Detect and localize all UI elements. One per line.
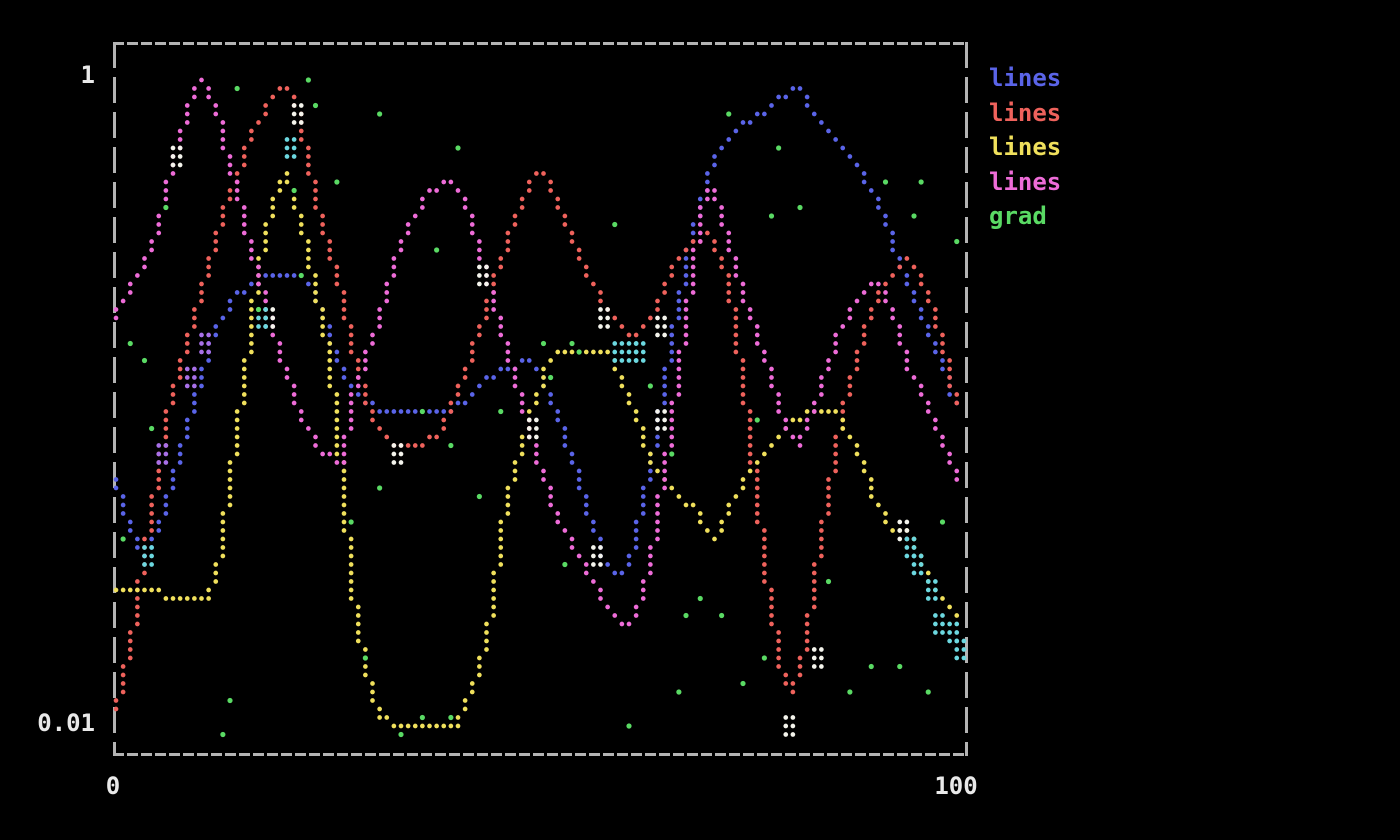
plot-border-top [113,42,968,45]
plot-border-left [113,42,116,756]
plot-border-bottom [113,753,968,756]
x-axis-min-label: 0 [105,772,121,800]
legend-item: lines [989,64,1062,92]
legend-item: lines [989,133,1062,161]
chart-legend: lines lines lines lines grad [989,61,1061,234]
legend-item: lines [989,167,1062,196]
x-axis-max-label: 100 [934,772,978,800]
y-axis-min-label: 0.01 [37,709,95,737]
legend-item: grad [989,202,1047,230]
legend-item: lines [989,98,1062,127]
plot-border-right [965,42,968,756]
y-axis-max-label: 1 [80,61,95,89]
